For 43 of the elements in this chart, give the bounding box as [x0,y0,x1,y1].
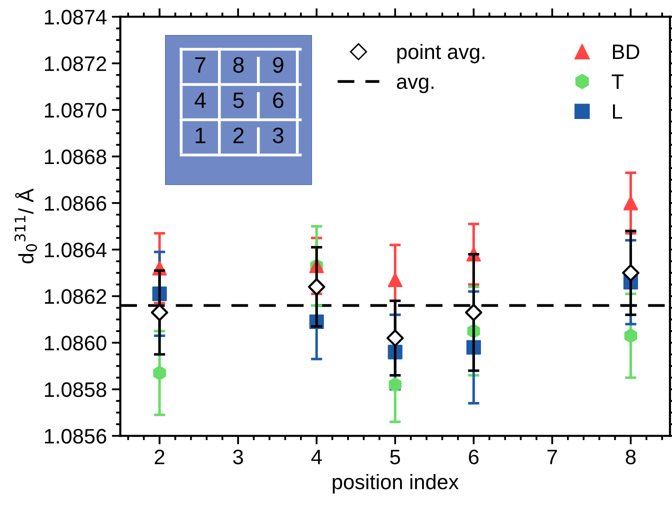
legend-label: avg. [396,78,434,94]
x-tick-label: 4 [311,450,322,464]
annotation: 6 [273,92,284,108]
y-tick-label: 1.0860 [44,336,106,350]
legend-label: point avg. [397,44,484,64]
annotation: 4 [194,92,206,108]
y-tick-label: 1.0862 [44,289,106,304]
x-tick-label: 6 [468,450,479,464]
y-tick-label: 1.0866 [44,196,106,211]
y-tick-label: 1.0868 [44,149,106,164]
x-tick-label: 5 [390,450,400,464]
point [465,304,482,322]
y-tick-label: 1.0856 [44,428,106,444]
annotation: 8 [233,57,244,73]
y-tick-label: 1.0874 [44,10,106,25]
annotation: 1 [196,128,206,144]
x-axis-title: position index [332,474,459,494]
point [386,329,404,347]
point [308,278,326,296]
point [153,366,166,380]
point [624,328,638,344]
annotation: 2 [233,128,244,144]
annotation: 5 [233,92,244,108]
x-tick-label: 7 [547,450,557,464]
point [388,272,402,288]
point [623,196,638,210]
x-tick-label: 3 [233,450,243,464]
legend-label: L [613,104,622,119]
x-tick-label: 2 [154,450,164,464]
y-tick-label: 1.0870 [44,102,106,118]
annotation: 3 [272,128,284,144]
point [388,377,402,392]
x-tick-label: 8 [626,450,636,464]
y-tick-label: 1.0858 [44,382,106,398]
annotation: 9 [273,57,284,73]
y-tick-label: 1.0864 [44,242,106,258]
legend-label: BD [613,44,640,59]
point [150,304,168,322]
point [622,264,640,282]
annotation: 7 [195,57,206,73]
y-tick-label: 1.0872 [44,56,106,72]
y-axis-title: d$_{0}$$^{311}$/ Å [14,188,37,264]
legend-label: T [612,74,624,89]
